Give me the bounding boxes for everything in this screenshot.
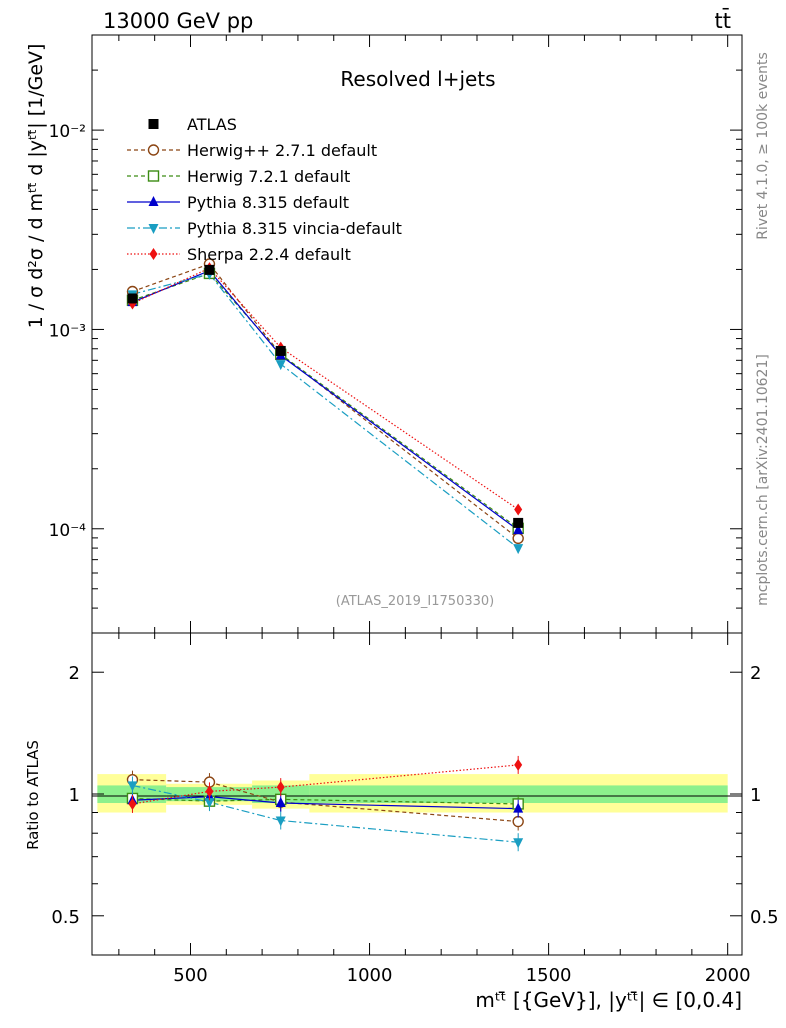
main-y-tick-label: 10⁻⁴ bbox=[49, 521, 87, 541]
main-y-tick-label: 10⁻³ bbox=[49, 321, 86, 341]
ratio-point-2 bbox=[275, 797, 286, 808]
legend-marker bbox=[148, 119, 159, 129]
ratio-series-line-4 bbox=[132, 764, 519, 805]
side-label-top: Rivet 4.1.0, ≥ 100k events bbox=[755, 52, 771, 240]
legend-label: Herwig 7.2.1 default bbox=[187, 167, 350, 186]
ratio-point-4 bbox=[514, 758, 523, 771]
legend-marker bbox=[148, 196, 159, 206]
ratio-y-tick-label-right: 0.5 bbox=[750, 907, 779, 928]
main-series-line-2 bbox=[132, 270, 519, 531]
x-tick-label: 1500 bbox=[526, 965, 572, 986]
ratio-panel: 0.5 0.5 1 1 2 2 500 1000 1500 2000 bbox=[51, 35, 779, 986]
main-y-ticks bbox=[92, 34, 742, 634]
atlas-data-point bbox=[127, 293, 138, 304]
main-point-4 bbox=[514, 503, 523, 516]
main-series-line-3 bbox=[132, 273, 519, 549]
side-label-bottom: mcplots.cern.ch [arXiv:2401.10621] bbox=[755, 354, 771, 606]
ratio-series-lines bbox=[132, 764, 519, 843]
main-y-tick-labels: 10⁻⁴ 10⁻³ 10⁻² bbox=[49, 122, 87, 541]
main-y-axis-label: 1 / σ d²σ / d mᵗᵗ̄ d |yᵗᵗ̄| [1/GeV] bbox=[25, 44, 47, 329]
legend-marker bbox=[147, 144, 160, 156]
ratio-y-tick-label: 0.5 bbox=[51, 907, 80, 928]
legend-label: ATLAS bbox=[187, 115, 237, 134]
atlas-data-point bbox=[275, 345, 286, 356]
ratio-point-3 bbox=[204, 798, 215, 809]
legend-label: Pythia 8.315 default bbox=[187, 193, 349, 212]
watermark: (ATLAS_2019_I1750330) bbox=[336, 594, 494, 609]
ratio-y-ticks bbox=[92, 671, 742, 956]
main-series-markers bbox=[126, 258, 524, 555]
legend-marker bbox=[147, 170, 160, 182]
ratio-point-4 bbox=[205, 785, 214, 798]
main-series-lines bbox=[132, 263, 519, 549]
legend-label: Pythia 8.315 vincia-default bbox=[187, 219, 402, 238]
main-y-tick-label: 10⁻² bbox=[49, 122, 86, 142]
ratio-y-tick-label-right: 2 bbox=[750, 663, 761, 684]
x-tick-label: 1000 bbox=[347, 965, 393, 986]
ratio-point-0 bbox=[512, 815, 524, 828]
ratio-point-2 bbox=[513, 802, 524, 813]
ratio-y-tick-label: 2 bbox=[69, 663, 80, 684]
legend-label: Sherpa 2.2.4 default bbox=[187, 245, 351, 264]
header-right: tt̄ bbox=[715, 8, 731, 33]
main-point-3 bbox=[275, 360, 286, 371]
x-tick-labels: 500 1000 1500 2000 bbox=[173, 965, 750, 986]
x-tick-label: 500 bbox=[173, 965, 207, 986]
ratio-point-4 bbox=[276, 781, 285, 794]
ratio-series-line-0 bbox=[132, 779, 519, 823]
main-point-2 bbox=[513, 524, 524, 535]
main-point-3 bbox=[513, 544, 524, 555]
header-left: 13000 GeV pp bbox=[103, 9, 253, 33]
legend-label: Herwig++ 2.7.1 default bbox=[187, 141, 377, 160]
atlas-data-point bbox=[204, 264, 215, 275]
ratio-point-4 bbox=[128, 797, 137, 810]
plot-title: Resolved l+jets bbox=[340, 67, 495, 91]
ratio-series-markers bbox=[126, 755, 524, 852]
ratio-series-line-2 bbox=[132, 796, 519, 810]
legend-marker bbox=[148, 224, 159, 234]
main-point-0 bbox=[512, 532, 524, 545]
legend: ATLAS Herwig++ 2.7.1 default Herwig 7.2.1 … bbox=[127, 115, 402, 264]
main-series-line-4 bbox=[132, 267, 519, 510]
ratio-y-axis-label: Ratio to ATLAS bbox=[24, 740, 42, 850]
ratio-band-inner bbox=[309, 785, 728, 804]
x-tick-label: 2000 bbox=[705, 965, 751, 986]
ratio-y-tick-labels: 0.5 0.5 1 1 2 2 bbox=[51, 663, 778, 928]
atlas-data-point bbox=[513, 517, 524, 528]
ratio-point-3 bbox=[127, 781, 138, 792]
x-axis-label: mᵗᵗ̄ [{GeV}], |yᵗᵗ̄| ∈ [0,0.4] bbox=[475, 988, 742, 1012]
main-panel: Resolved l+jets (ATLAS_2019_I1750330) 10… bbox=[49, 34, 743, 634]
ratio-point-3 bbox=[513, 838, 524, 849]
ratio-y-tick-label-right: 1 bbox=[750, 785, 761, 806]
ratio-point-3 bbox=[275, 816, 286, 827]
ratio-series-line-3 bbox=[132, 784, 519, 843]
legend-marker bbox=[149, 248, 158, 260]
ratio-y-tick-label: 1 bbox=[69, 785, 80, 806]
x-ticks bbox=[118, 35, 729, 955]
